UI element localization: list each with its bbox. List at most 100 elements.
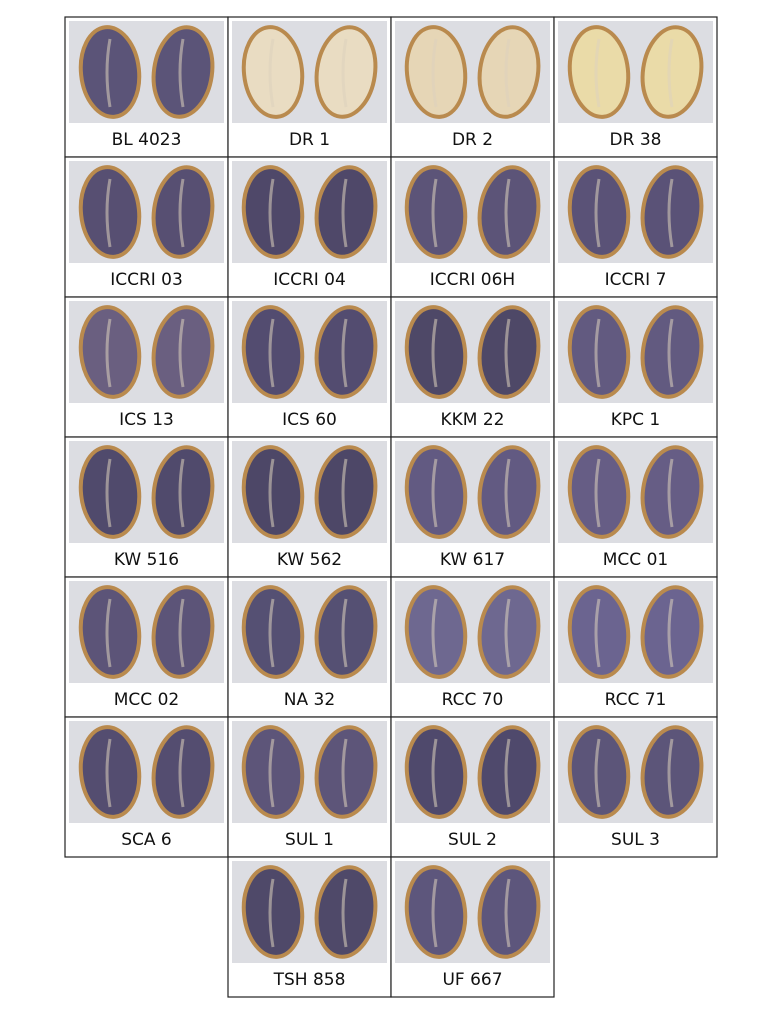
sample-label: ICCRI 06H bbox=[430, 270, 515, 290]
bean-half bbox=[314, 25, 378, 119]
sample-cell: RCC 71 bbox=[553, 576, 718, 718]
bean-half bbox=[567, 305, 631, 399]
bean-half bbox=[314, 585, 378, 679]
bean-ridge bbox=[431, 38, 438, 108]
bean-half bbox=[477, 725, 541, 819]
bean-half bbox=[314, 725, 378, 819]
bean-ridge bbox=[341, 318, 348, 388]
bean-half bbox=[78, 725, 142, 819]
bean-half bbox=[151, 725, 215, 819]
bean-half bbox=[404, 445, 468, 539]
sample-cell: KPC 1 bbox=[553, 296, 718, 438]
sample-cell: SUL 3 bbox=[553, 716, 718, 858]
sample-cell: KW 562 bbox=[227, 436, 392, 578]
bean-ridge bbox=[105, 318, 112, 388]
bean-ridge bbox=[268, 878, 275, 948]
sample-cell: ICCRI 7 bbox=[553, 156, 718, 298]
bean-half bbox=[640, 445, 704, 539]
sample-cell: BL 4023 bbox=[64, 16, 229, 158]
bean-ridge bbox=[105, 738, 112, 808]
bean-half bbox=[567, 25, 631, 119]
sample-label: BL 4023 bbox=[112, 130, 182, 150]
sample-cell: SCA 6 bbox=[64, 716, 229, 858]
bean-half bbox=[404, 25, 468, 119]
sample-cell: RCC 70 bbox=[390, 576, 555, 718]
sample-label: KW 617 bbox=[440, 550, 505, 570]
bean-half bbox=[477, 305, 541, 399]
bean-half bbox=[241, 165, 305, 259]
sample-label: MCC 02 bbox=[114, 690, 179, 710]
bean-ridge bbox=[268, 38, 275, 108]
bean-half bbox=[241, 305, 305, 399]
bean-half bbox=[640, 585, 704, 679]
sample-cell: NA 32 bbox=[227, 576, 392, 718]
sample-label: SUL 2 bbox=[448, 830, 497, 850]
bean-ridge bbox=[105, 458, 112, 528]
sample-label: ICCRI 7 bbox=[605, 270, 667, 290]
sample-cell: ICS 60 bbox=[227, 296, 392, 438]
sample-label: ICCRI 04 bbox=[273, 270, 346, 290]
bean-half bbox=[477, 445, 541, 539]
bean-half bbox=[241, 445, 305, 539]
bean-half bbox=[567, 445, 631, 539]
bean-half bbox=[404, 165, 468, 259]
bean-half bbox=[477, 585, 541, 679]
bean-half bbox=[78, 25, 142, 119]
sample-label: ICCRI 03 bbox=[110, 270, 183, 290]
bean-ridge bbox=[667, 178, 674, 248]
bean-half bbox=[78, 305, 142, 399]
sample-label: SUL 1 bbox=[285, 830, 334, 850]
bean-ridge bbox=[178, 458, 185, 528]
sample-label: KW 516 bbox=[114, 550, 179, 570]
sample-label: NA 32 bbox=[284, 690, 335, 710]
bean-ridge bbox=[268, 598, 275, 668]
bean-ridge bbox=[178, 178, 185, 248]
sample-cell: TSH 858 bbox=[227, 856, 392, 998]
sample-cell: DR 2 bbox=[390, 16, 555, 158]
bean-ridge bbox=[268, 738, 275, 808]
bean-ridge bbox=[178, 318, 185, 388]
bean-ridge bbox=[178, 598, 185, 668]
bean-ridge bbox=[667, 38, 674, 108]
bean-ridge bbox=[667, 458, 674, 528]
sample-cell: UF 667 bbox=[390, 856, 555, 998]
sample-label: RCC 71 bbox=[605, 690, 667, 710]
sample-cell: ICCRI 04 bbox=[227, 156, 392, 298]
bean-ridge bbox=[105, 38, 112, 108]
bean-half bbox=[314, 165, 378, 259]
bean-half bbox=[241, 25, 305, 119]
sample-cell: ICCRI 06H bbox=[390, 156, 555, 298]
bean-ridge bbox=[504, 598, 511, 668]
sample-cell: SUL 2 bbox=[390, 716, 555, 858]
sample-cell: ICS 13 bbox=[64, 296, 229, 438]
sample-cell: DR 1 bbox=[227, 16, 392, 158]
bean-ridge bbox=[268, 318, 275, 388]
bean-half bbox=[640, 725, 704, 819]
bean-ridge bbox=[431, 738, 438, 808]
bean-ridge bbox=[667, 318, 674, 388]
sample-label: DR 38 bbox=[610, 130, 662, 150]
sample-label: UF 667 bbox=[442, 970, 502, 990]
bean-ridge bbox=[504, 738, 511, 808]
bean-ridge bbox=[594, 178, 601, 248]
bean-ridge bbox=[268, 178, 275, 248]
sample-cell: ICCRI 03 bbox=[64, 156, 229, 298]
bean-half bbox=[567, 585, 631, 679]
bean-ridge bbox=[594, 318, 601, 388]
bean-ridge bbox=[178, 738, 185, 808]
bean-ridge bbox=[431, 598, 438, 668]
sample-label: SCA 6 bbox=[121, 830, 172, 850]
bean-half bbox=[567, 725, 631, 819]
bean-ridge bbox=[178, 38, 185, 108]
bean-half bbox=[404, 865, 468, 959]
sample-label: TSH 858 bbox=[273, 970, 346, 990]
bean-half bbox=[477, 25, 541, 119]
bean-ridge bbox=[594, 598, 601, 668]
bean-ridge bbox=[105, 178, 112, 248]
bean-half bbox=[241, 585, 305, 679]
sample-cell: KKM 22 bbox=[390, 296, 555, 438]
bean-half bbox=[404, 725, 468, 819]
bean-ridge bbox=[341, 38, 348, 108]
bean-half bbox=[640, 305, 704, 399]
bean-ridge bbox=[504, 318, 511, 388]
